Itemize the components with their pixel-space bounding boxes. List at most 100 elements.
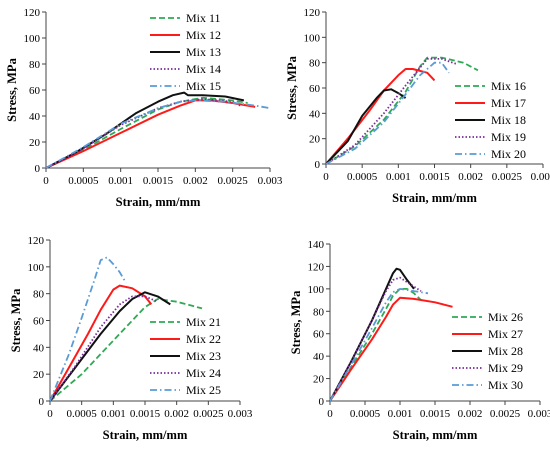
series-line-mix-27 xyxy=(329,296,453,402)
legend-label: Mix 30 xyxy=(488,378,523,392)
y-axis-label: Stress, MPa xyxy=(285,55,299,119)
legend-label: Mix 14 xyxy=(186,62,221,76)
y-tick-label: 120 xyxy=(28,235,45,247)
y-tick-label: 80 xyxy=(33,289,45,301)
legend-label: Mix 29 xyxy=(488,361,523,375)
x-tick-label: 0.0005 xyxy=(347,171,378,183)
legend-label: Mix 18 xyxy=(491,113,526,127)
legend-label: Mix 26 xyxy=(488,310,523,324)
y-axis-label: Stress, MPa xyxy=(289,290,303,354)
panel-top-left: 0 20 40 60 80 100 120 0 0.0005 0.001 0.0015 0.002 0.… xyxy=(5,7,283,209)
x-tick-label: 0.001 xyxy=(386,171,411,183)
y-tick-label: 20 xyxy=(29,137,41,149)
series-line-mix-25 xyxy=(49,256,127,402)
x-tick-label: 0.002 xyxy=(458,408,483,420)
x-axis-label: Strain, mm/mm xyxy=(392,191,477,205)
series-line-mix-12 xyxy=(45,99,256,169)
x-tick-label: 0.0015 xyxy=(419,171,450,183)
y-tick-label: 100 xyxy=(308,284,325,296)
legend-label: Mix 12 xyxy=(186,28,221,42)
legend-label: Mix 23 xyxy=(186,349,221,363)
legend-label: Mix 15 xyxy=(186,79,221,93)
series-line-mix-21 xyxy=(49,298,203,402)
y-tick-label: 60 xyxy=(33,316,45,328)
x-tick-label: 0.003 xyxy=(258,175,283,187)
y-tick-label: 80 xyxy=(309,58,321,70)
x-tick-label: 0.0005 xyxy=(350,408,381,420)
x-tick-label: 0.002 xyxy=(183,175,208,187)
y-tick-label: 100 xyxy=(304,32,321,44)
y-tick-label: 100 xyxy=(24,33,41,45)
x-tick-label: 0.0005 xyxy=(68,175,99,187)
x-axis-label: Strain, mm/mm xyxy=(103,428,188,442)
x-axis-label: Strain, mm/mm xyxy=(393,428,478,442)
legend-label: Mix 17 xyxy=(491,96,526,110)
legend-label: Mix 11 xyxy=(186,11,221,25)
x-tick-label: 0 xyxy=(323,171,329,183)
y-tick-label: 60 xyxy=(309,83,321,95)
series-line-mix-24 xyxy=(49,295,159,402)
x-tick-label: 0.0015 xyxy=(130,408,161,420)
y-tick-label: 0 xyxy=(35,163,41,175)
y-tick-label: 120 xyxy=(304,7,321,19)
series-line-mix-15 xyxy=(45,99,271,169)
legend-label: Mix 13 xyxy=(186,45,221,59)
y-tick-label: 80 xyxy=(29,59,41,71)
y-tick-label: 20 xyxy=(313,374,325,386)
legend-label: Mix 21 xyxy=(186,315,221,329)
x-tick-label: 0.0025 xyxy=(193,408,224,420)
series-line-mix-14 xyxy=(45,98,241,169)
x-tick-label: 0.001 xyxy=(108,175,133,187)
y-tick-label: 60 xyxy=(29,85,41,97)
legend-label: Mix 19 xyxy=(491,130,526,144)
legend-label: Mix 20 xyxy=(491,147,526,161)
y-tick-label: 40 xyxy=(313,351,325,363)
y-tick-label: 80 xyxy=(313,306,325,318)
x-tick-label: 0.0015 xyxy=(143,175,174,187)
legend-label: Mix 22 xyxy=(186,332,221,346)
series-line-mix-26 xyxy=(329,287,422,402)
y-tick-label: 100 xyxy=(28,262,45,274)
series-line-mix-23 xyxy=(49,291,171,402)
x-tick-label: 0.0025 xyxy=(490,408,521,420)
legend-label: Mix 24 xyxy=(186,366,221,380)
y-tick-label: 0 xyxy=(319,396,325,408)
x-tick-label: 0.002 xyxy=(458,171,483,183)
legend-label: Mix 16 xyxy=(491,79,526,93)
legend-label: Mix 25 xyxy=(186,383,221,397)
y-tick-label: 40 xyxy=(309,108,321,120)
x-tick-label: 0.003 xyxy=(528,408,550,420)
y-tick-label: 0 xyxy=(39,396,45,408)
y-tick-label: 140 xyxy=(308,239,325,251)
y-tick-label: 0 xyxy=(315,159,321,171)
x-tick-label: 0.001 xyxy=(101,408,126,420)
x-tick-label: 0 xyxy=(43,175,49,187)
y-axis-label: Stress, MPa xyxy=(5,57,19,121)
series-line-mix-29 xyxy=(329,276,422,402)
y-tick-label: 120 xyxy=(24,7,41,19)
x-tick-label: 0.0015 xyxy=(420,408,451,420)
y-tick-label: 40 xyxy=(33,342,45,354)
series-line-mix-11 xyxy=(45,96,248,169)
panel-bottom-right: 0 20 40 60 80 100 120 140 0 0.0005 0.001 0.0015 0.00… xyxy=(289,239,550,442)
x-tick-label: 0.002 xyxy=(164,408,189,420)
panel-bottom-left: 0 20 40 60 80 100 120 0 0.0005 0.001 0.0015 0.002 0.… xyxy=(9,235,253,442)
x-tick-label: 0 xyxy=(47,408,53,420)
y-tick-label: 40 xyxy=(29,111,41,123)
series-line-mix-30 xyxy=(329,287,429,402)
series-line-mix-18 xyxy=(325,88,407,165)
legend-label: Mix 28 xyxy=(488,344,523,358)
x-tick-label: 0 xyxy=(327,408,333,420)
x-tick-label: 0.0025 xyxy=(492,171,523,183)
x-tick-label: 0.0005 xyxy=(67,408,98,420)
series-line-mix-20 xyxy=(325,61,450,165)
y-axis-label: Stress, MPa xyxy=(9,288,23,352)
y-tick-label: 60 xyxy=(313,329,325,341)
x-tick-label: 0.003 xyxy=(228,408,253,420)
y-tick-label: 20 xyxy=(33,369,45,381)
x-tick-label: 0.003 xyxy=(531,171,550,183)
x-axis-label: Strain, mm/mm xyxy=(116,195,201,209)
x-tick-label: 0.001 xyxy=(388,408,413,420)
